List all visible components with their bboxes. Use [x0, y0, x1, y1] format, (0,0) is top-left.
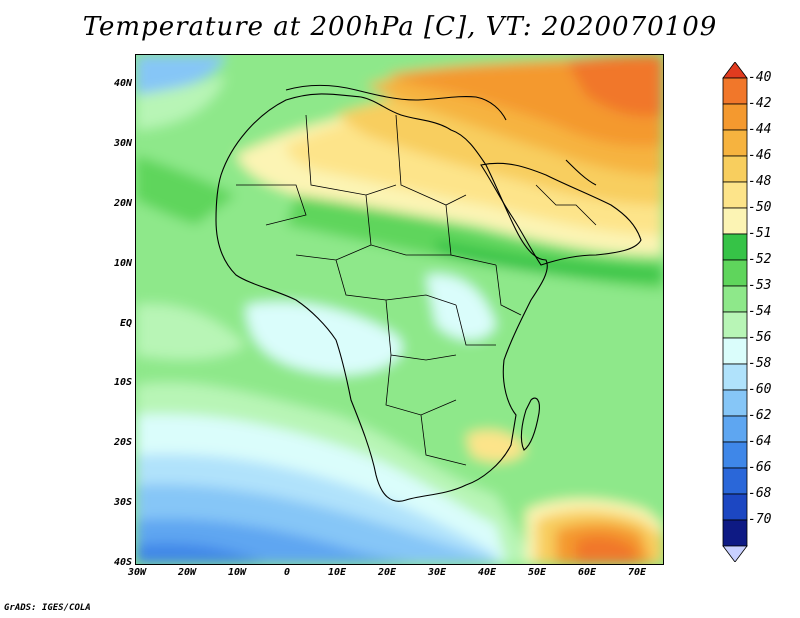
colorbar-level-label: -46 — [748, 148, 772, 163]
lon-tick-label: 30E — [427, 567, 447, 578]
border — [385, 299, 457, 361]
field-warm-northeast — [566, 55, 663, 117]
colorbar-level-label: -53 — [748, 278, 772, 293]
lat-tick-label: EQ — [119, 318, 132, 329]
lat-tick-label: 10S — [113, 377, 132, 388]
colorbar-swatch — [722, 207, 748, 235]
lon-tick-label: 0 — [283, 567, 291, 578]
field-dark-blue-south — [136, 543, 266, 564]
lat-tick-label: 20N — [113, 198, 132, 209]
border — [305, 114, 397, 196]
colorbar-swatch — [722, 155, 748, 183]
credit-label: GrADS: IGES/COLA — [4, 603, 91, 613]
borders — [236, 114, 597, 466]
persian-gulf-coastline — [565, 159, 597, 186]
lon-tick-label: 20W — [177, 567, 197, 578]
colorbar-level-label: -51 — [748, 226, 772, 241]
border — [495, 264, 522, 316]
lon-tick-label: 50E — [527, 567, 547, 578]
lon-tick-label: 10W — [227, 567, 247, 578]
border — [236, 184, 307, 226]
colorbar-swatch — [722, 103, 748, 131]
border — [535, 184, 597, 226]
colorbar-swatch — [722, 389, 748, 417]
field-pale-green-northwest — [136, 75, 226, 130]
colorbar-level-label: -60 — [748, 382, 772, 397]
field-pale-cyan-equatorial — [246, 301, 403, 375]
coastlines — [215, 84, 642, 502]
colorbar-top-arrow — [722, 62, 748, 79]
field-pale-green-atlantic — [136, 304, 246, 360]
lon-tick-label: 40E — [477, 567, 497, 578]
lon-tick-label: 30W — [127, 567, 147, 578]
mediterranean-coastline — [285, 84, 507, 121]
field-pale-cyan-congo — [426, 274, 496, 340]
colorbar-swatch — [722, 181, 748, 209]
arabia-coastline — [480, 162, 642, 266]
field-green-band — [436, 240, 663, 280]
africa-coastline — [215, 93, 548, 502]
colorbar-level-label: -66 — [748, 460, 772, 475]
colorbar-swatch — [722, 259, 748, 287]
colorbar-swatches — [722, 62, 748, 562]
border — [455, 304, 496, 346]
colorbar-level-label: -50 — [748, 200, 772, 215]
field-warm-southeast — [576, 536, 636, 564]
colorbar-level-label: -62 — [748, 408, 772, 423]
colorbar-level-label: -58 — [748, 356, 772, 371]
lon-tick-label: 60E — [577, 567, 597, 578]
colorbar-level-label: -48 — [748, 174, 772, 189]
colorbar-level-label: -44 — [748, 122, 772, 137]
colorbar-level-label: -42 — [748, 96, 772, 111]
colorbar-swatch — [722, 493, 748, 521]
lat-tick-label: 10N — [113, 258, 132, 269]
colorbar-bottom-arrow — [722, 545, 748, 562]
lat-tick-label: 40S — [113, 557, 132, 568]
border — [395, 114, 467, 206]
field-yellow-madagascar — [466, 430, 526, 462]
colorbar-swatch — [722, 129, 748, 157]
border — [365, 194, 451, 256]
colorbar-swatch — [722, 285, 748, 313]
colorbar-swatch — [722, 441, 748, 469]
lat-tick-label: 20S — [113, 437, 132, 448]
lat-tick-label: 30N — [113, 138, 132, 149]
field-blue-northwest — [136, 55, 226, 95]
madagascar-coastline — [520, 397, 540, 451]
map-title: Temperature at 200hPa [C], VT: 202007010… — [82, 12, 718, 42]
border — [385, 354, 457, 416]
lat-tick-label: 40N — [113, 78, 132, 89]
colorbar-level-label: -56 — [748, 330, 772, 345]
colorbar: -40 -42 -44 -46 -48 -50 -51 -52 -53 -54 -56 -58 -60 -… — [720, 62, 800, 562]
colorbar-swatch — [722, 233, 748, 261]
colorbar-level-label: -70 — [748, 512, 772, 527]
colorbar-swatch — [722, 311, 748, 339]
colorbar-swatch — [722, 467, 748, 495]
border — [420, 414, 467, 466]
colorbar-level-label: -52 — [748, 252, 772, 267]
lon-tick-label: 20E — [377, 567, 397, 578]
colorbar-swatch — [722, 77, 748, 105]
colorbar-swatch — [722, 519, 748, 547]
colorbar-level-label: -64 — [748, 434, 772, 449]
colorbar-level-label: -54 — [748, 304, 772, 319]
lon-tick-label: 70E — [627, 567, 647, 578]
lon-tick-label: 10E — [327, 567, 347, 578]
temperature-map — [135, 54, 664, 565]
colorbar-swatch — [722, 363, 748, 391]
field-mid-green-west — [136, 155, 236, 225]
colorbar-swatch — [722, 415, 748, 443]
colorbar-level-label: -68 — [748, 486, 772, 501]
lat-tick-label: 30S — [113, 497, 132, 508]
colorbar-level-label: -40 — [748, 70, 772, 85]
colorbar-swatch — [722, 337, 748, 365]
